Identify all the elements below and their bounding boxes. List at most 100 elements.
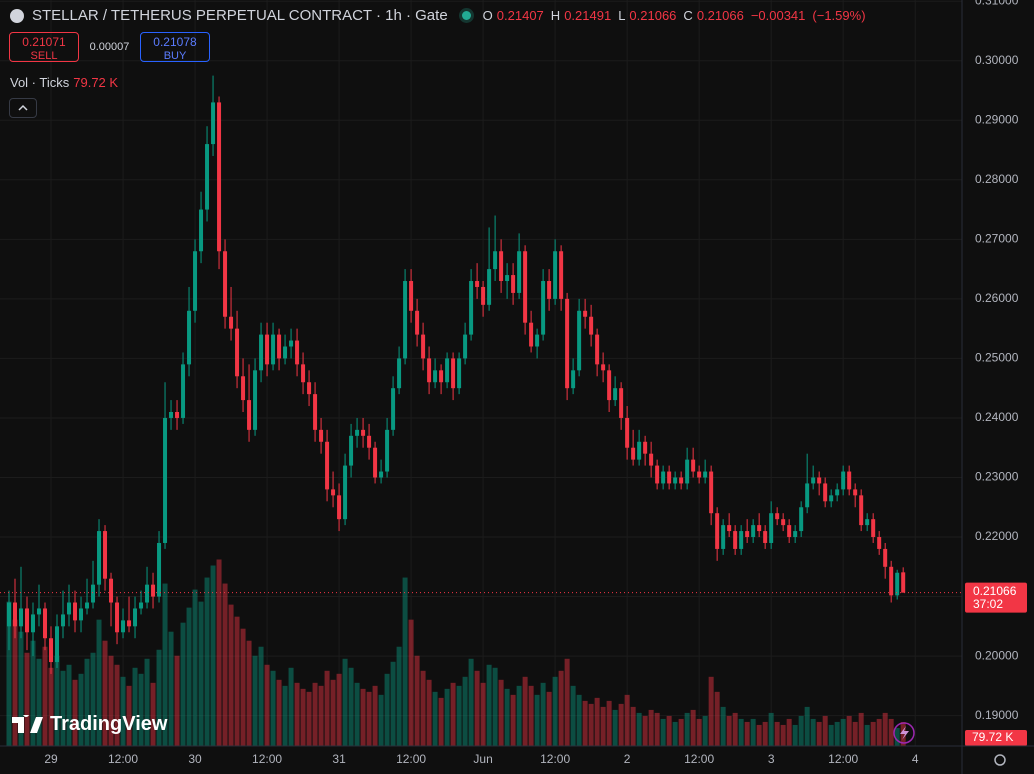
buy-button[interactable]: 0.21078 BUY <box>140 32 210 62</box>
volume-bar <box>462 676 468 746</box>
candle-body <box>631 447 636 460</box>
candle-body <box>277 334 282 359</box>
volume-bar <box>624 694 630 746</box>
candle-body <box>835 489 840 496</box>
volume-bar <box>600 706 606 746</box>
volume-bar <box>558 670 564 746</box>
candle-body <box>535 334 540 347</box>
candle-body <box>823 483 828 502</box>
settings-icon[interactable] <box>994 754 1006 766</box>
candle-body <box>751 525 756 538</box>
candle-body <box>637 441 642 460</box>
y-tick-label: 0.28000 <box>975 172 1019 186</box>
candle-body <box>355 429 360 436</box>
candle-body <box>853 489 858 496</box>
volume-bar <box>420 670 426 746</box>
candle-body <box>661 471 666 484</box>
sell-button[interactable]: 0.21071 SELL <box>9 32 79 62</box>
candle-body <box>619 388 624 418</box>
candle-body <box>559 251 564 299</box>
volume-bar <box>114 664 120 746</box>
candle-body <box>643 441 648 454</box>
chevron <box>18 104 28 111</box>
ohlc-key: C <box>683 8 693 23</box>
candle-body <box>181 364 186 418</box>
countdown: 37:02 <box>973 597 1003 611</box>
volume-bar <box>870 721 876 746</box>
volume-bar <box>744 721 750 746</box>
x-tick-label: 12:00 <box>684 752 714 766</box>
volume-bar <box>684 712 690 746</box>
volume-bar <box>642 715 648 746</box>
volume-bar <box>834 721 840 746</box>
volume-bar <box>12 619 18 746</box>
volume-bar <box>348 667 354 746</box>
volume-bar <box>414 655 420 746</box>
volume-bar <box>84 658 90 746</box>
candle-body <box>175 411 180 418</box>
volume-bar <box>480 682 486 746</box>
spread: 0.00007 <box>89 41 130 53</box>
price-tag-label: 0.21066 <box>973 584 1017 598</box>
candle-body <box>319 429 324 442</box>
volume-bar <box>234 616 240 746</box>
candle-body <box>325 441 330 490</box>
change: −0.00341 <box>750 8 806 23</box>
symbol-title: STELLAR / TETHERUS PERPETUAL CONTRACT · … <box>32 7 448 24</box>
candle-body <box>211 102 216 145</box>
candle-body <box>745 531 750 538</box>
candle-body <box>787 525 792 538</box>
y-tick-label: 0.19000 <box>975 708 1019 722</box>
candle-body <box>295 340 300 365</box>
volume-bar <box>102 640 108 746</box>
candle-body <box>31 614 36 633</box>
ohlc-value: 0.21066 <box>696 8 744 23</box>
candle-body <box>13 602 18 627</box>
volume-bar <box>774 721 780 746</box>
candle-body <box>391 388 396 430</box>
y-tick-label: 0.22000 <box>975 529 1019 543</box>
candle-body <box>451 358 456 389</box>
volume-bar <box>876 718 882 746</box>
volume-bar <box>48 667 54 746</box>
volume-bar <box>408 619 414 746</box>
candle-body <box>235 328 240 377</box>
candles <box>7 75 906 674</box>
alert-icon[interactable] <box>893 722 915 744</box>
volume-bar <box>174 655 180 746</box>
candle-body <box>163 417 168 543</box>
volume-bar <box>888 718 894 746</box>
volume-bar <box>498 679 504 746</box>
candle-body <box>79 608 84 621</box>
candle-body <box>133 608 138 627</box>
candle-body <box>253 370 258 430</box>
volume-bar <box>198 601 204 746</box>
volume-bar <box>816 721 822 746</box>
candle-body <box>901 572 906 593</box>
volume-bar <box>564 658 570 746</box>
volume-bar <box>180 622 186 746</box>
candle-body <box>553 251 558 299</box>
volume-bar <box>276 679 282 746</box>
candle-body <box>373 447 378 478</box>
volume-bar <box>378 694 384 746</box>
volume-bar <box>726 715 732 746</box>
candle-body <box>847 471 852 490</box>
volume-bar <box>282 685 288 746</box>
candle-body <box>97 531 102 585</box>
volume-bar <box>24 652 30 746</box>
candle-body <box>19 608 24 627</box>
order-panel: 0.21071 SELL 0.00007 0.21078 BUY <box>9 32 210 62</box>
x-tick-label: 12:00 <box>540 752 570 766</box>
volume-bar <box>222 583 228 746</box>
candle-body <box>223 251 228 317</box>
y-tick-label: 0.23000 <box>975 470 1019 484</box>
collapse-button[interactable] <box>9 98 37 118</box>
candle-body <box>49 638 54 663</box>
volume-bar <box>450 682 456 746</box>
volume-bar <box>492 667 498 746</box>
volume-bar <box>252 655 258 746</box>
candle-body <box>595 334 600 365</box>
candle-body <box>7 602 12 627</box>
